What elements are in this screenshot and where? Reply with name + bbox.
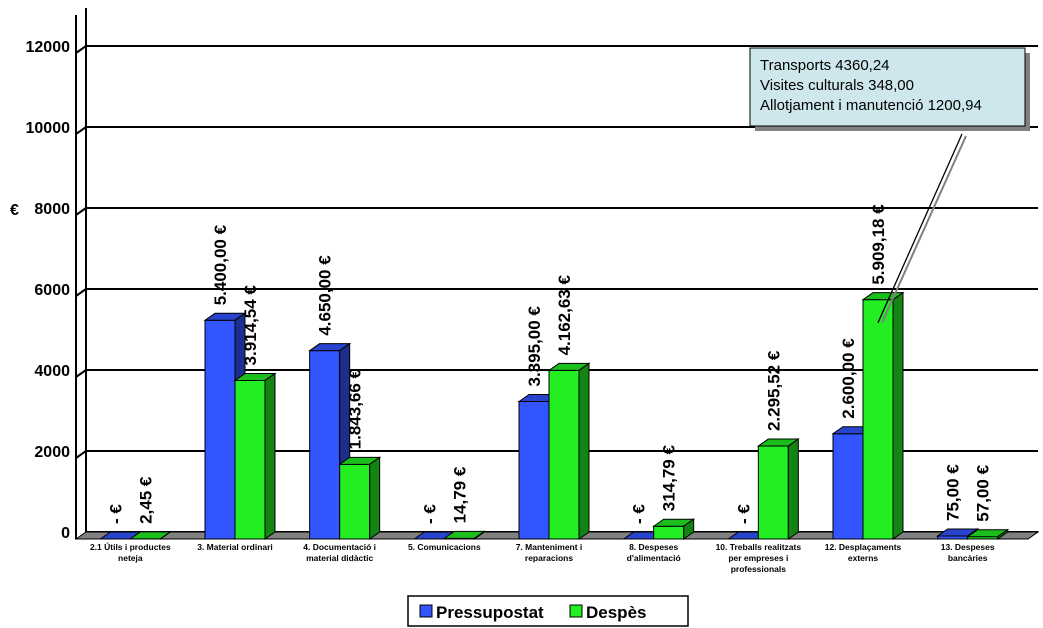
- legend: Pressupostat Despès: [407, 595, 689, 627]
- gridline-depth: [75, 288, 87, 297]
- callout-pointer: [877, 133, 963, 323]
- data-labels: - € 5.400,00 € 4.650,00 € - € 3.395,00 € - € -…: [106, 204, 992, 524]
- category-label-9: 13. Despeses bancàries: [941, 542, 995, 563]
- y-tick-label: 6000: [34, 282, 70, 299]
- gridline-depth: [75, 45, 87, 54]
- category-label-7: 10. Treballs realitzats per empreses i pro…: [716, 542, 802, 574]
- category-label-3: 4. Documentació i material didàctic: [303, 542, 376, 563]
- data-label-despès-1: 2,45 €: [136, 476, 155, 524]
- data-label-pressupostat-4: - €: [420, 504, 439, 524]
- data-label-despès-4: 14,79 €: [450, 466, 469, 523]
- gridline-depth: [75, 369, 87, 378]
- data-label-pressupostat-7: - €: [734, 504, 753, 524]
- bar-despès-7: [756, 438, 800, 540]
- legend-swatch-pressupostat: [419, 604, 433, 618]
- bar-despès-6: [652, 518, 696, 540]
- bars: [98, 291, 1010, 540]
- bar-despès-2: [233, 372, 277, 540]
- bar-despès-9: [966, 528, 1010, 540]
- bar-despès-4: [442, 530, 486, 540]
- data-label-pressupostat-3: 4.650,00 €: [316, 255, 335, 336]
- data-label-pressupostat-9: 75,00 €: [944, 464, 963, 521]
- data-label-pressupostat-2: 5.400,00 €: [211, 224, 230, 305]
- callout-box: [749, 47, 1026, 127]
- gridline-depth: [75, 207, 87, 216]
- category-labels: 2.1 Útils i productes neteja 3. Material o…: [90, 541, 995, 574]
- data-label-pressupostat-6: - €: [630, 504, 649, 524]
- category-label-4: 5. Comunicacions: [408, 542, 481, 552]
- gridline-depth: [75, 450, 87, 459]
- y-tick-label: 12000: [26, 39, 71, 56]
- category-label-5: 7. Manteniment i reparacions: [516, 542, 583, 563]
- y-axis-label: €: [10, 202, 19, 219]
- bar-despès-5: [547, 362, 591, 540]
- y-tick-label: 2000: [34, 444, 70, 461]
- legend-swatch-despès: [569, 604, 583, 618]
- callout-pointer-shadow: [881, 135, 967, 324]
- data-label-pressupostat-1: - €: [106, 504, 125, 524]
- category-label-2: 3. Material ordinari: [197, 542, 273, 552]
- data-label-despès-6: 314,79 €: [660, 445, 679, 512]
- legend-label-despès: Despès: [586, 603, 646, 622]
- category-label-1: 2.1 Útils i productes neteja: [90, 541, 171, 563]
- data-label-despès-8: 5.909,18 €: [869, 204, 888, 285]
- callout-text: Transports 4360,24 Visites culturals 348,…: [760, 57, 982, 114]
- annotation-callout: Transports 4360,24 Visites culturals 348,…: [749, 47, 1030, 324]
- data-label-pressupostat-8: 2.600,00 €: [839, 338, 858, 419]
- y-tick-label: 8000: [34, 201, 70, 218]
- gridline-depth: [75, 126, 87, 135]
- y-tick-label: 4000: [34, 363, 70, 380]
- y-tick-label: 10000: [26, 120, 71, 137]
- y-tick-label: 0: [61, 525, 70, 542]
- bar-despès-3: [338, 456, 382, 540]
- category-label-6: 8. Despeses d'alimentació: [627, 542, 681, 563]
- legend-label-pressupostat: Pressupostat: [436, 603, 544, 622]
- data-label-despès-9: 57,00 €: [974, 464, 993, 521]
- data-label-despès-7: 2.295,52 €: [764, 350, 783, 431]
- data-label-pressupostat-5: 3.395,00 €: [525, 306, 544, 387]
- legend-box: [407, 595, 689, 627]
- data-label-despès-2: 3.914,54 €: [241, 285, 260, 366]
- data-label-despès-3: 1.843,66 €: [346, 368, 365, 449]
- bar-despès-1: [128, 530, 172, 540]
- data-label-despès-5: 4.162,63 €: [555, 275, 574, 356]
- bar-despès-8: [861, 291, 905, 540]
- category-label-8: 12. Desplaçaments externs: [825, 542, 902, 563]
